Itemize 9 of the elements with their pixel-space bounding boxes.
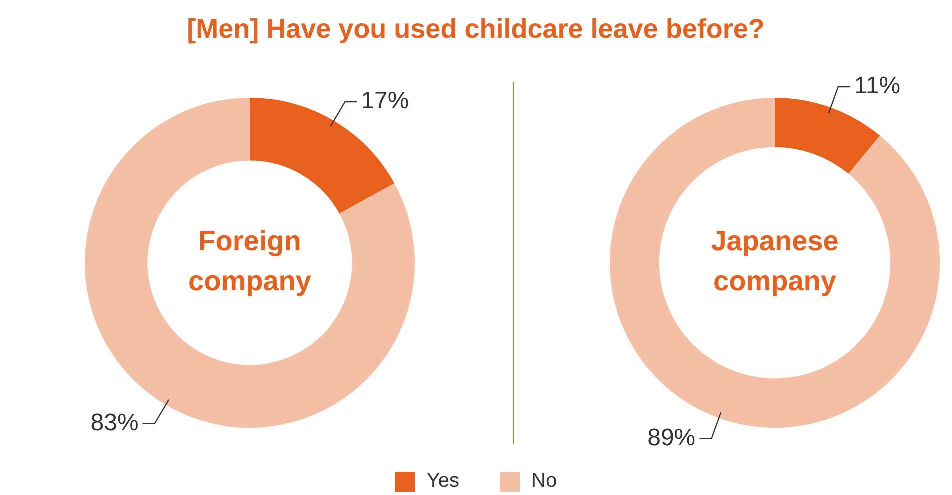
data-label: 89%	[648, 424, 696, 452]
data-label: 11%	[854, 72, 901, 100]
legend-label: Yes	[426, 470, 460, 493]
text: Foreign company	[188, 226, 312, 297]
text: Japanese company	[711, 226, 839, 297]
chart-title: [Men] Have you used childcare leave before?	[186, 14, 766, 45]
data-label: 83%	[90, 410, 139, 437]
data-label: 17%	[361, 88, 410, 115]
legend-label: No	[532, 470, 558, 493]
